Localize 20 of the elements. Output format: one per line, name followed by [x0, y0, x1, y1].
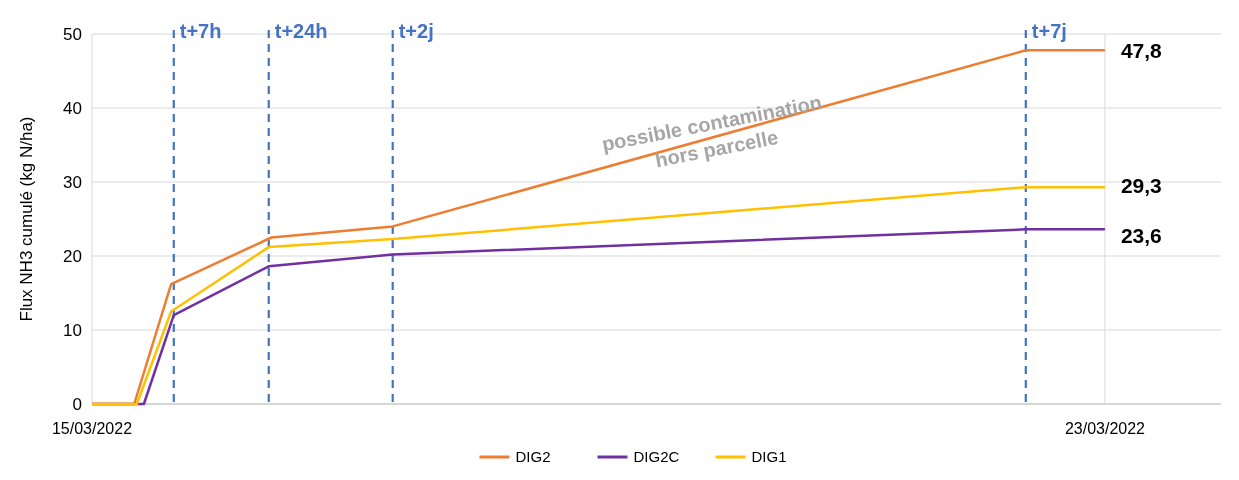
- y-tick-label: 20: [63, 246, 82, 266]
- ref-line-label: t+24h: [274, 20, 328, 42]
- data-label: 47,8: [1120, 39, 1163, 63]
- y-tick-label: 50: [63, 24, 82, 44]
- legend-label: DIG1: [751, 448, 787, 465]
- y-tick-label: 30: [63, 172, 82, 192]
- ref-line-label: t+7j: [1031, 20, 1067, 42]
- y-tick-label: 10: [63, 320, 82, 340]
- data-label: 29,3: [1120, 174, 1162, 198]
- ref-line-label: t+7h: [179, 20, 222, 42]
- legend-label: DIG2C: [633, 448, 680, 465]
- y-tick-label: 40: [63, 98, 82, 118]
- ref-line-label: t+2j: [398, 20, 434, 42]
- line-series: [90, 185, 1107, 406]
- y-tick-label: 0: [72, 394, 82, 414]
- data-label: 23,6: [1120, 224, 1162, 248]
- legend-label: DIG2: [515, 448, 551, 465]
- x-tick-label: 15/03/2022: [51, 420, 133, 437]
- x-tick-label: 23/03/2022: [1064, 420, 1146, 437]
- y-axis-title: Flux NH3 cumulé (kg N/ha): [17, 116, 36, 322]
